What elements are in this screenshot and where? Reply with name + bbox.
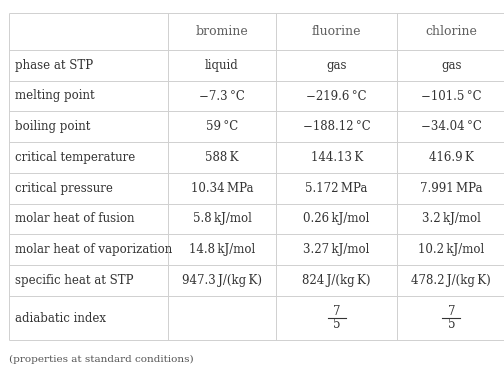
Text: 10.34 MPa: 10.34 MPa bbox=[191, 182, 254, 195]
Text: 5.172 MPa: 5.172 MPa bbox=[305, 182, 368, 195]
Text: −188.12 °C: −188.12 °C bbox=[303, 120, 370, 133]
Text: −7.3 °C: −7.3 °C bbox=[199, 90, 245, 102]
Text: 947.3 J/(kg K): 947.3 J/(kg K) bbox=[182, 274, 262, 287]
Text: 5: 5 bbox=[333, 318, 340, 331]
Text: 7: 7 bbox=[333, 305, 340, 318]
Text: 478.2 J/(kg K): 478.2 J/(kg K) bbox=[411, 274, 491, 287]
Text: −219.6 °C: −219.6 °C bbox=[306, 90, 367, 102]
Text: 0.26 kJ/mol: 0.26 kJ/mol bbox=[303, 213, 370, 225]
Text: 144.13 K: 144.13 K bbox=[310, 151, 363, 164]
Text: liquid: liquid bbox=[205, 59, 239, 72]
Text: −34.04 °C: −34.04 °C bbox=[421, 120, 482, 133]
Text: molar heat of fusion: molar heat of fusion bbox=[15, 213, 135, 225]
Text: 59 °C: 59 °C bbox=[206, 120, 238, 133]
Text: chlorine: chlorine bbox=[425, 25, 477, 38]
Text: specific heat at STP: specific heat at STP bbox=[15, 274, 134, 287]
Text: 588 K: 588 K bbox=[205, 151, 239, 164]
Text: 3.27 kJ/mol: 3.27 kJ/mol bbox=[303, 243, 370, 256]
Text: 824 J/(kg K): 824 J/(kg K) bbox=[302, 274, 371, 287]
Text: 14.8 kJ/mol: 14.8 kJ/mol bbox=[189, 243, 255, 256]
Text: 416.9 K: 416.9 K bbox=[429, 151, 474, 164]
Text: critical pressure: critical pressure bbox=[15, 182, 113, 195]
Text: 5.8 kJ/mol: 5.8 kJ/mol bbox=[193, 213, 251, 225]
Text: 5: 5 bbox=[448, 318, 455, 331]
Text: 3.2 kJ/mol: 3.2 kJ/mol bbox=[422, 213, 481, 225]
Text: fluorine: fluorine bbox=[312, 25, 361, 38]
Text: boiling point: boiling point bbox=[15, 120, 91, 133]
Text: adiabatic index: adiabatic index bbox=[15, 312, 106, 324]
Text: melting point: melting point bbox=[15, 90, 95, 102]
Text: 7: 7 bbox=[448, 305, 455, 318]
Text: (properties at standard conditions): (properties at standard conditions) bbox=[9, 356, 194, 364]
Text: bromine: bromine bbox=[196, 25, 248, 38]
Text: gas: gas bbox=[441, 59, 462, 72]
Text: 10.2 kJ/mol: 10.2 kJ/mol bbox=[418, 243, 484, 256]
Text: molar heat of vaporization: molar heat of vaporization bbox=[15, 243, 172, 256]
Text: critical temperature: critical temperature bbox=[15, 151, 136, 164]
Text: gas: gas bbox=[327, 59, 347, 72]
Text: −101.5 °C: −101.5 °C bbox=[421, 90, 482, 102]
Text: phase at STP: phase at STP bbox=[15, 59, 93, 72]
Text: 7.991 MPa: 7.991 MPa bbox=[420, 182, 483, 195]
